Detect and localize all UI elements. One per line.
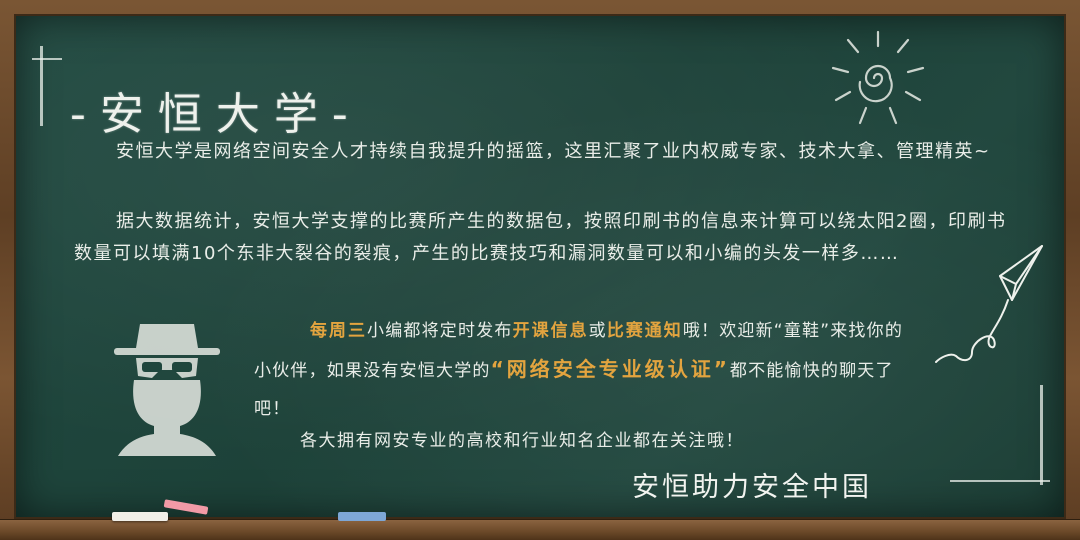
intro-text-2: 据大数据统计，安恒大学支撑的比赛所产生的数据包，按照印刷书的信息来计算可以绕太阳… <box>74 211 1007 264</box>
notice-paragraph: 每周三小编都将定时发布开课信息或比赛通知哦！欢迎新“童鞋”来找你的小伙伴，如果没… <box>254 312 904 428</box>
hacker-silhouette-icon <box>114 324 220 456</box>
highlight-course-info: 开课信息 <box>512 321 589 341</box>
chalk-stroke-right <box>1040 385 1043 485</box>
highlight-weekly: 每周三 <box>310 321 367 341</box>
intro-paragraph-2: 据大数据统计，安恒大学支撑的比赛所产生的数据包，按照印刷书的信息来计算可以绕太阳… <box>74 206 1009 270</box>
chalk-stroke-bottom-right <box>950 480 1050 482</box>
notice-text-a: 小编都将定时发布 <box>367 321 513 341</box>
chalk-stroke-left <box>40 46 43 126</box>
attention-line: 各大拥有网安专业的高校和行业知名企业都在关注哦！ <box>300 431 744 451</box>
notice-text-d: 都不能愉快的聊天了吧！ <box>254 361 894 419</box>
sun-doodle-icon <box>831 30 925 125</box>
chalk-stroke-top-left <box>32 58 62 60</box>
blackboard <box>14 14 1066 519</box>
chalk-tray <box>0 519 1080 540</box>
slogan: 安恒助力安全中国 <box>632 472 872 503</box>
blue-chalk <box>338 512 386 521</box>
page-title: -安恒大学- <box>70 89 362 140</box>
notice-text-c: 哦！欢迎新“童鞋”来找你的小伙伴，如果没有安恒大学的 <box>254 321 904 381</box>
intro-paragraph-1: 安恒大学是网络空间安全人才持续自我提升的摇篮，这里汇聚了业内权威专家、技术大拿、… <box>74 136 1009 168</box>
highlight-certification: “网络安全专业级认证” <box>490 357 730 381</box>
paper-plane-doodle-icon <box>935 245 1043 363</box>
white-chalk <box>112 512 168 521</box>
intro-text-1: 安恒大学是网络空间安全人才持续自我提升的摇篮，这里汇聚了业内权威专家、技术大拿、… <box>116 141 991 162</box>
notice-text-b: 或 <box>588 321 607 341</box>
highlight-contest-notice: 比赛通知 <box>606 321 683 341</box>
